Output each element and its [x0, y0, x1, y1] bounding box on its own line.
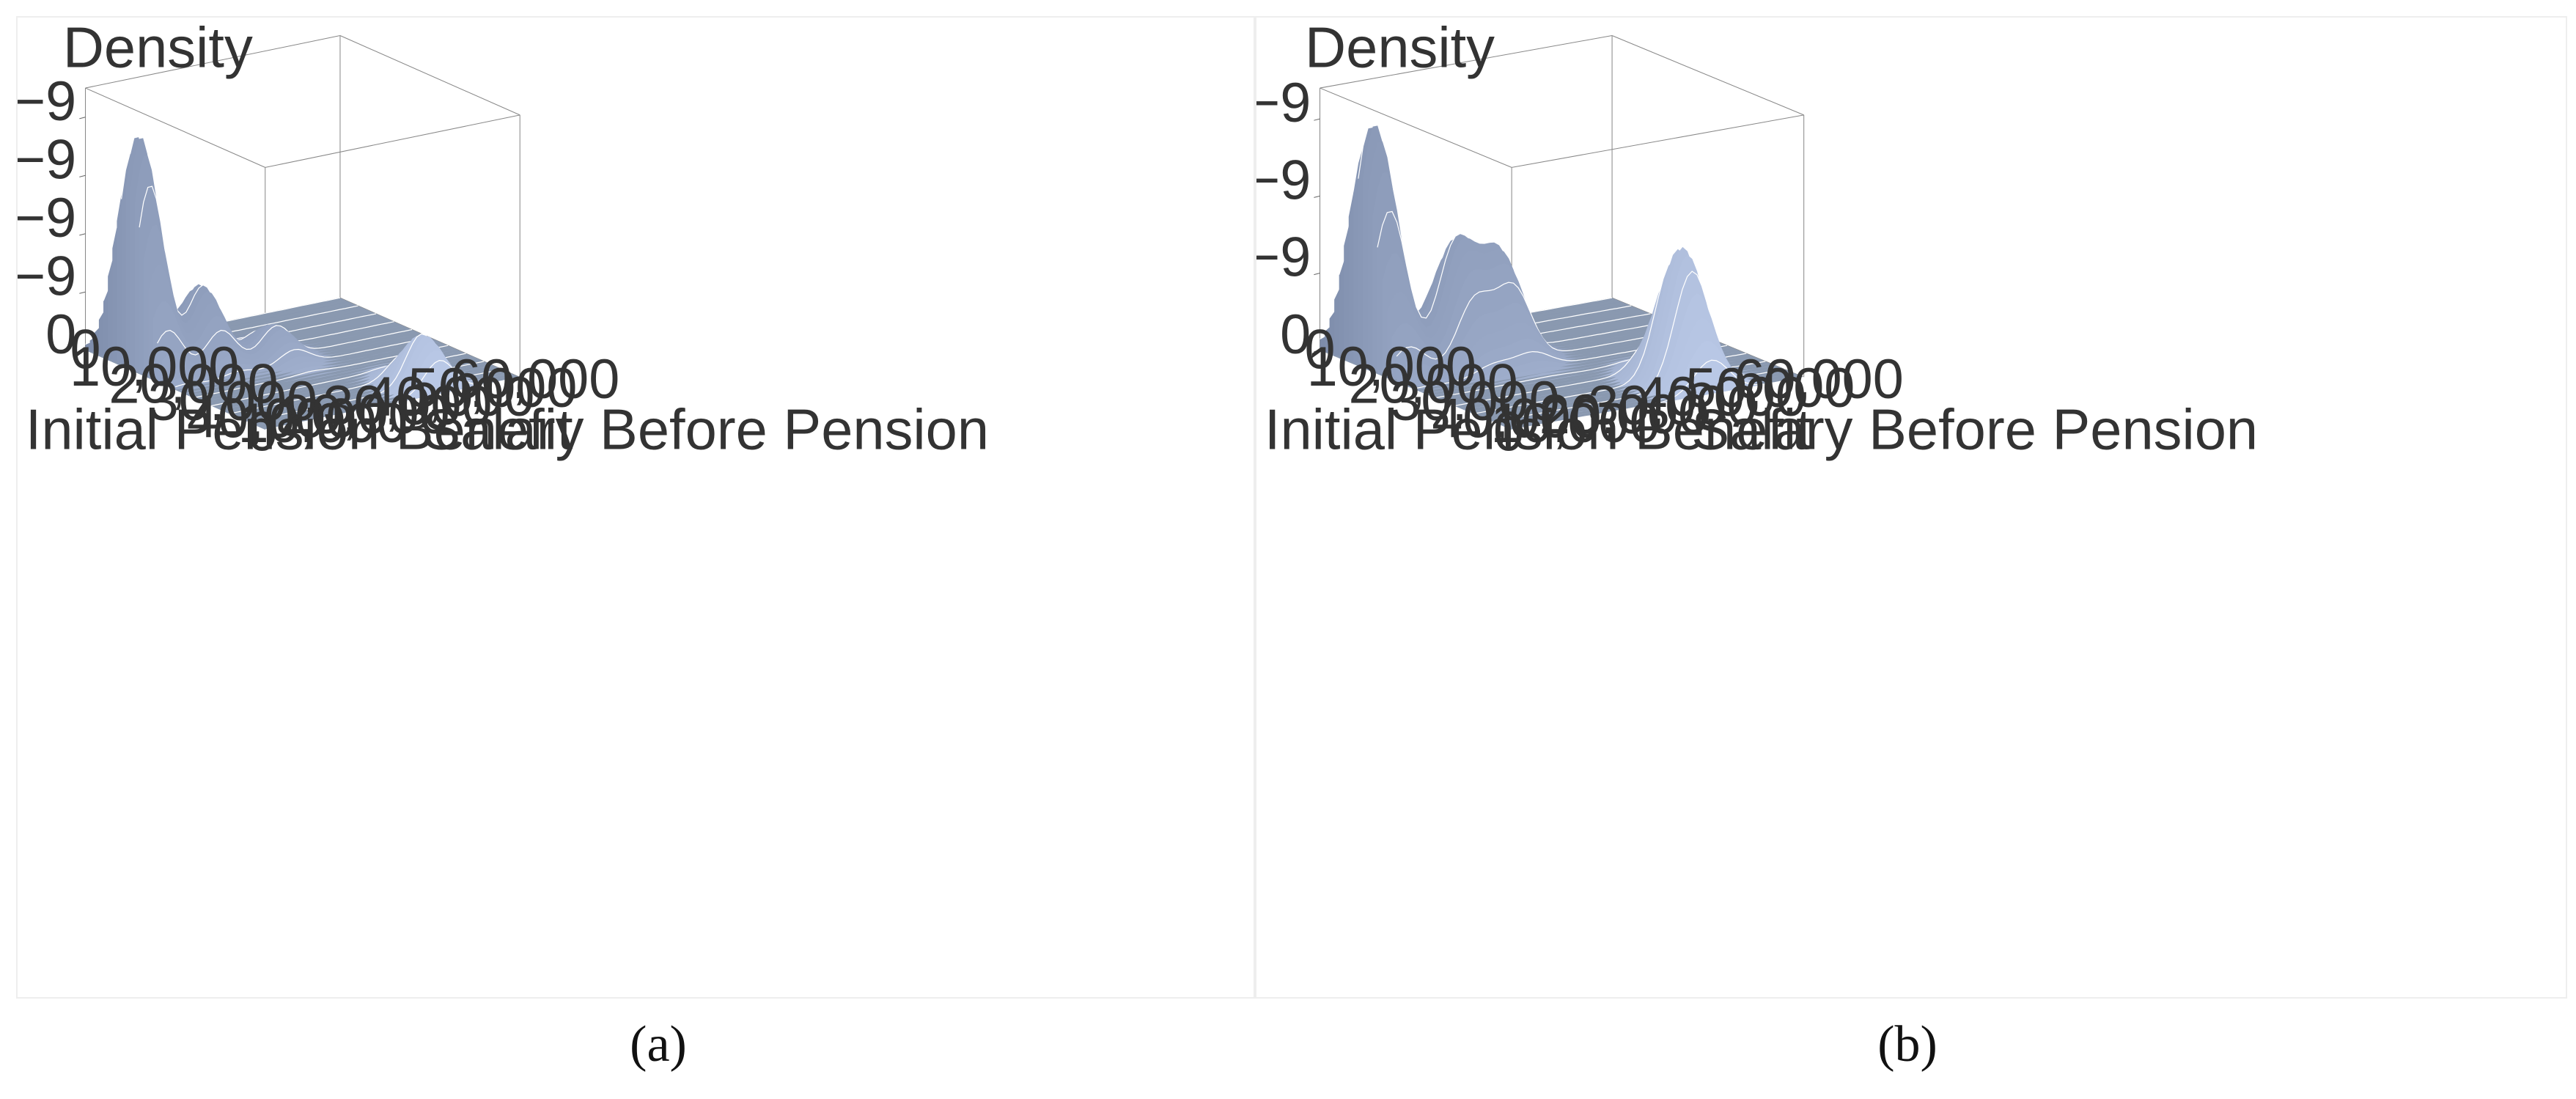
- x-tick-label: 10,000: [70, 337, 239, 398]
- x-tick-label: 30,000: [1390, 371, 1559, 433]
- plot-root: 02x10−94x10−96x10−9010,00020,00030,00040…: [1256, 18, 2258, 463]
- y-axis-title: Salary Before Pension: [1691, 399, 2258, 462]
- box-edge: [1512, 114, 1804, 168]
- x-axis-title: Initial Pension Benefit: [26, 399, 573, 462]
- z-tick: [79, 291, 86, 294]
- surface-gridline: [265, 360, 520, 430]
- y-tick-label: 50,000: [1685, 358, 1855, 419]
- chart-panel-a: 02x10−94x10−96x10−98x10−9010,00020,00030…: [16, 16, 1255, 999]
- x-tick-label: 30,000: [148, 371, 317, 433]
- y-tick-label: 40,000: [1637, 367, 1806, 428]
- surface-slice: [1506, 340, 1800, 428]
- z-tick-label: 6x10−9: [18, 129, 76, 191]
- surface-plot-a: 02x10−94x10−96x10−98x10−9010,00020,00030…: [18, 18, 989, 463]
- z-tick-label: 4x10−9: [1256, 150, 1311, 211]
- x-tick-label: 20,000: [1349, 353, 1518, 415]
- box-edge: [1320, 35, 1613, 89]
- z-tick: [79, 233, 86, 236]
- surface-gridline: [157, 325, 413, 356]
- surface-gridline: [174, 337, 430, 388]
- surface-slice: [188, 343, 444, 397]
- z-tick: [1314, 273, 1320, 276]
- z-axis-title: Density: [1305, 18, 1495, 79]
- box-edge: [1611, 35, 1804, 116]
- x-tick-label: 40,000: [1432, 388, 1601, 449]
- y-tick-label: 10,000: [1490, 393, 1660, 455]
- caption-a: (a): [630, 1016, 687, 1073]
- z-tick: [1314, 350, 1320, 353]
- x-tick-label: 40,000: [187, 388, 356, 449]
- z-tick: [79, 350, 86, 353]
- z-tick: [1314, 195, 1320, 198]
- z-tick: [79, 117, 86, 120]
- z-tick: [1314, 118, 1320, 121]
- z-tick-label: 8x10−9: [18, 71, 76, 133]
- box-edge: [265, 114, 520, 168]
- plot-root: 02x10−94x10−96x10−98x10−9010,00020,00030…: [18, 18, 989, 463]
- y-axis-title: Salary Before Pension: [422, 399, 989, 462]
- box-edge: [1320, 87, 1512, 168]
- x-tick-label: 20,000: [108, 353, 278, 415]
- y-tick-label: 10,000: [238, 393, 407, 455]
- surface-slice: [197, 347, 453, 400]
- surface: [85, 137, 520, 430]
- y-tick-label: 20,000: [280, 384, 449, 446]
- z-tick-label: 4x10−9: [18, 188, 76, 249]
- y-tick-label: 40,000: [365, 367, 534, 428]
- z-tick: [79, 174, 86, 177]
- x-axis-title: Initial Pension Benefit: [1265, 399, 1812, 462]
- x-tick-label: 0: [1304, 319, 1335, 381]
- y-tick-label: 50,000: [408, 358, 577, 419]
- z-tick-label: 2x10−9: [1256, 227, 1311, 289]
- y-tick-label: 20,000: [1539, 384, 1709, 446]
- z-tick-label: 6x10−9: [1256, 73, 1311, 134]
- surface-slice: [1512, 360, 1804, 430]
- y-tick-label: 0: [247, 402, 278, 463]
- y-tick-label: 60,000: [450, 349, 619, 411]
- surface-gridline: [1512, 359, 1804, 430]
- surface-slice: [1325, 299, 1617, 353]
- z-tick-label: 2x10−9: [18, 246, 76, 307]
- surface-slice: [1468, 277, 1761, 412]
- surface-slice: [265, 360, 520, 430]
- y-tick-label: 60,000: [1734, 349, 1903, 411]
- y-tick-label: 30,000: [1588, 375, 1757, 437]
- y-tick-label: 30,000: [323, 375, 492, 437]
- caption-b: (b): [1877, 1016, 1937, 1073]
- z-tick-label: 0: [1280, 304, 1311, 366]
- surface: [1320, 125, 1804, 430]
- z-axis-title: Density: [63, 18, 253, 79]
- y-tick-label: 0: [1493, 402, 1524, 463]
- surface-plot-b: 02x10−94x10−96x10−9010,00020,00030,00040…: [1256, 18, 2258, 463]
- x-tick-label: 10,000: [1307, 337, 1476, 398]
- box-edge: [85, 87, 265, 168]
- box-edge: [339, 35, 520, 116]
- z-tick-label: 0: [45, 304, 76, 366]
- x-tick-label: 0: [70, 319, 100, 381]
- chart-panel-b: 02x10−94x10−96x10−9010,00020,00030,00040…: [1255, 16, 2567, 999]
- box-edge: [85, 35, 341, 89]
- surface-slice: [1444, 349, 1737, 403]
